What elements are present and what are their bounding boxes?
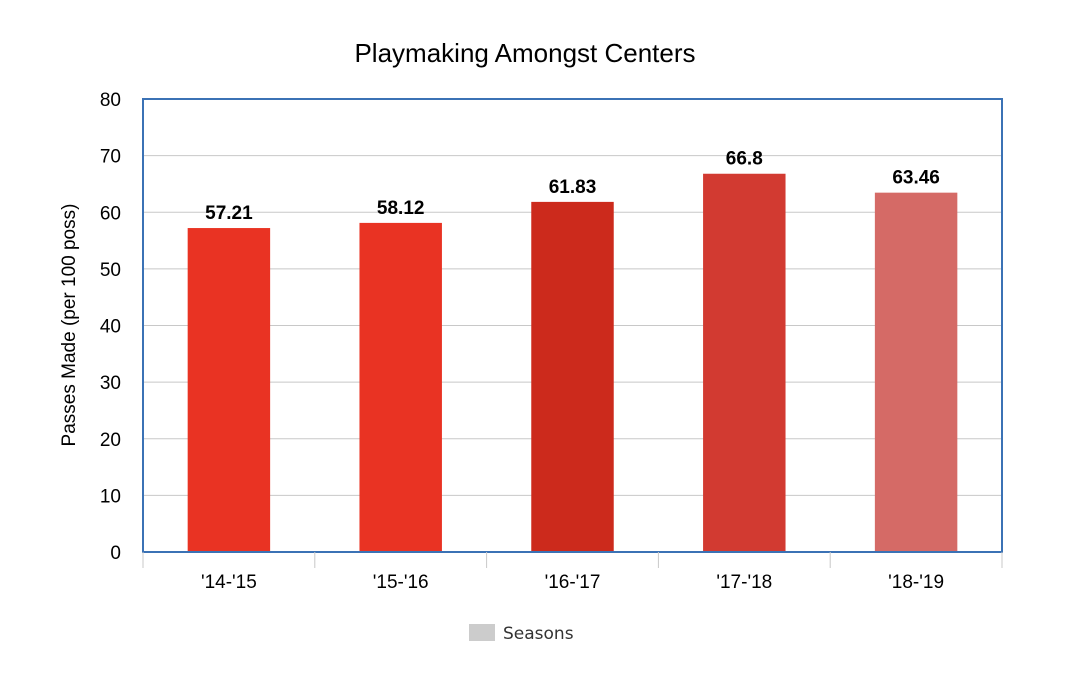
y-axis: 0 10 20 30 40 50 60 70 80 xyxy=(100,90,121,564)
plot-frame xyxy=(142,98,1003,553)
bar xyxy=(703,173,786,552)
chart-title: Playmaking Amongst Centers xyxy=(354,38,695,68)
y-tick-label: 30 xyxy=(100,373,121,394)
data-label: 63.46 xyxy=(892,168,940,189)
y-tick-label: 70 xyxy=(100,147,121,168)
y-tick-label: 60 xyxy=(100,203,121,224)
legend-label: Seasons xyxy=(503,624,574,644)
legend: Seasons xyxy=(469,624,574,644)
y-tick-label: 80 xyxy=(100,90,121,111)
y-tick-label: 10 xyxy=(100,486,121,507)
y-tick-label: 40 xyxy=(100,317,121,338)
data-label: 58.12 xyxy=(377,198,425,219)
bars xyxy=(187,173,958,552)
bar xyxy=(187,228,271,552)
data-labels: 57.21 58.12 61.83 66.8 63.46 xyxy=(205,149,940,224)
x-tick-label: '18-'19 xyxy=(888,572,944,593)
data-label: 57.21 xyxy=(205,203,253,224)
legend-swatch xyxy=(469,624,495,641)
bar xyxy=(531,201,614,552)
y-axis-label: Passes Made (per 100 poss) xyxy=(59,204,80,447)
x-tick-label: '17-'18 xyxy=(716,572,772,593)
y-tick-label: 50 xyxy=(100,260,121,281)
data-label: 61.83 xyxy=(549,177,597,198)
bar xyxy=(359,222,442,552)
bar xyxy=(874,192,958,552)
x-axis: '14-'15 '15-'16 '16-'17 '17-'18 '18-'19 xyxy=(142,552,1003,593)
x-tick-label: '14-'15 xyxy=(201,572,257,593)
y-tick-label: 20 xyxy=(100,430,121,451)
y-tick-label: 0 xyxy=(110,543,121,564)
data-label: 66.8 xyxy=(726,149,763,170)
x-tick-label: '15-'16 xyxy=(373,572,429,593)
x-tick-label: '16-'17 xyxy=(545,572,601,593)
